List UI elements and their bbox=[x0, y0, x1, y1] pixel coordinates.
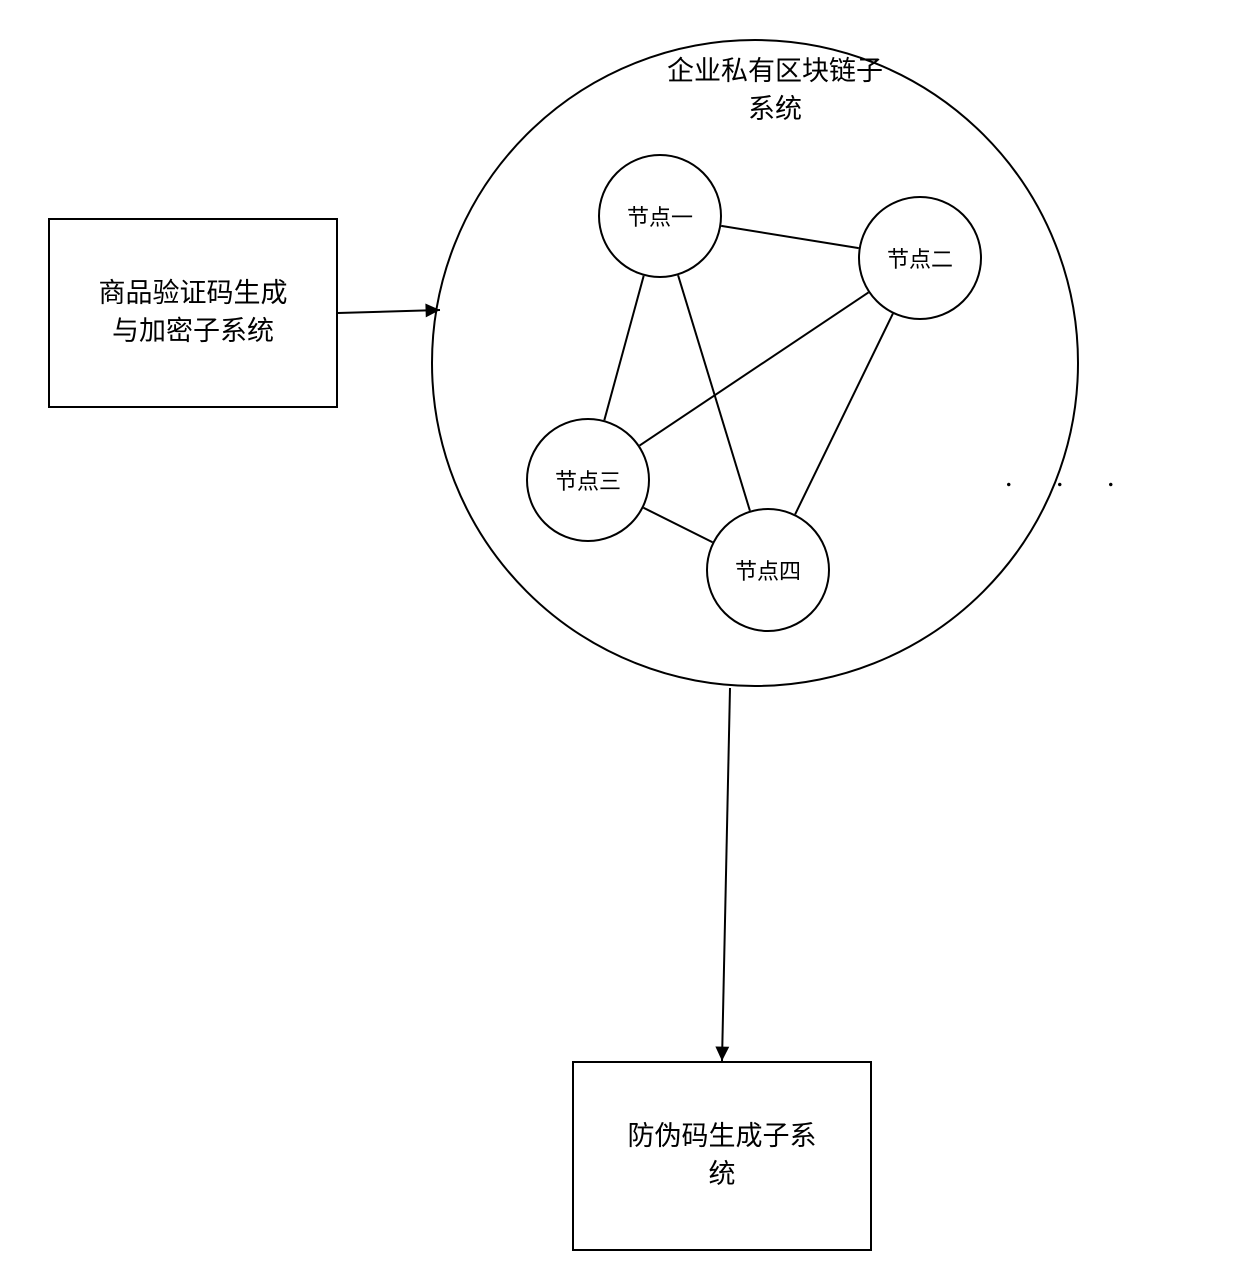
node-1-label: 节点一 bbox=[627, 200, 693, 232]
blockchain-subsystem-title: 企业私有区块链子系统 bbox=[635, 53, 915, 129]
ellipsis-dots: . . . bbox=[1005, 460, 1133, 494]
code-generation-encryption-box: 商品验证码生成与加密子系统 bbox=[48, 218, 338, 408]
node-2: 节点二 bbox=[858, 196, 982, 320]
node-3-label: 节点三 bbox=[555, 464, 621, 496]
anticounterfeit-code-box: 防伪码生成子系统 bbox=[572, 1061, 872, 1251]
node-4-label: 节点四 bbox=[735, 554, 801, 586]
node-2-label: 节点二 bbox=[887, 242, 953, 274]
diagram-canvas: 企业私有区块链子系统 节点一 节点二 节点三 节点四 . . . 商品验证码生成… bbox=[0, 0, 1240, 1283]
anticounterfeit-code-label: 防伪码生成子系统 bbox=[628, 1118, 817, 1194]
node-1: 节点一 bbox=[598, 154, 722, 278]
node-4: 节点四 bbox=[706, 508, 830, 632]
node-3: 节点三 bbox=[526, 418, 650, 542]
code-generation-encryption-label: 商品验证码生成与加密子系统 bbox=[99, 275, 288, 351]
